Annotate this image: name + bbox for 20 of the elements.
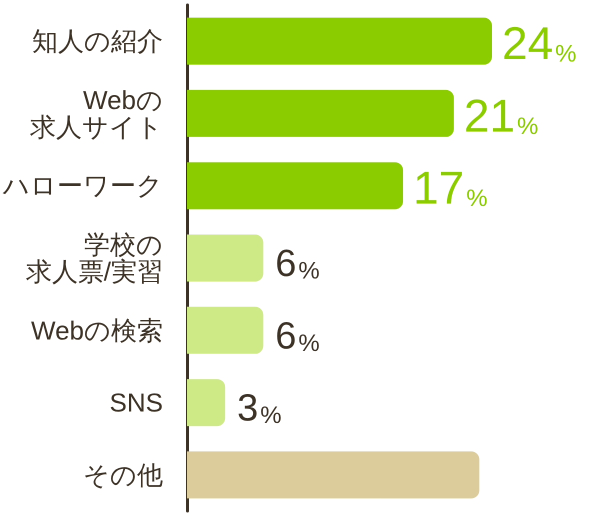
bar bbox=[187, 90, 454, 137]
y-tick-label: 知人の紹介 bbox=[32, 26, 163, 56]
bar bbox=[187, 379, 226, 426]
bar bbox=[187, 451, 480, 498]
bar bbox=[187, 306, 264, 354]
y-tick-label: Webの検索 bbox=[31, 315, 163, 346]
y-tick-label: Webの求人サイト bbox=[30, 84, 163, 142]
data-label: 6% bbox=[275, 315, 320, 358]
y-tick-label: SNS bbox=[110, 388, 163, 418]
y-tick-label: 学校の求人票/実習 bbox=[26, 230, 163, 286]
y-tick-label: ハローワーク bbox=[2, 170, 163, 201]
data-label: 17% bbox=[413, 162, 488, 214]
data-label: 3% bbox=[237, 388, 282, 430]
y-tick-label: その他 bbox=[83, 460, 163, 490]
bar bbox=[187, 162, 404, 210]
bar bbox=[187, 18, 492, 65]
bar bbox=[187, 234, 264, 282]
data-label: 24% bbox=[502, 17, 577, 70]
data-label: 21% bbox=[464, 89, 538, 142]
data-label: 6% bbox=[275, 243, 320, 285]
